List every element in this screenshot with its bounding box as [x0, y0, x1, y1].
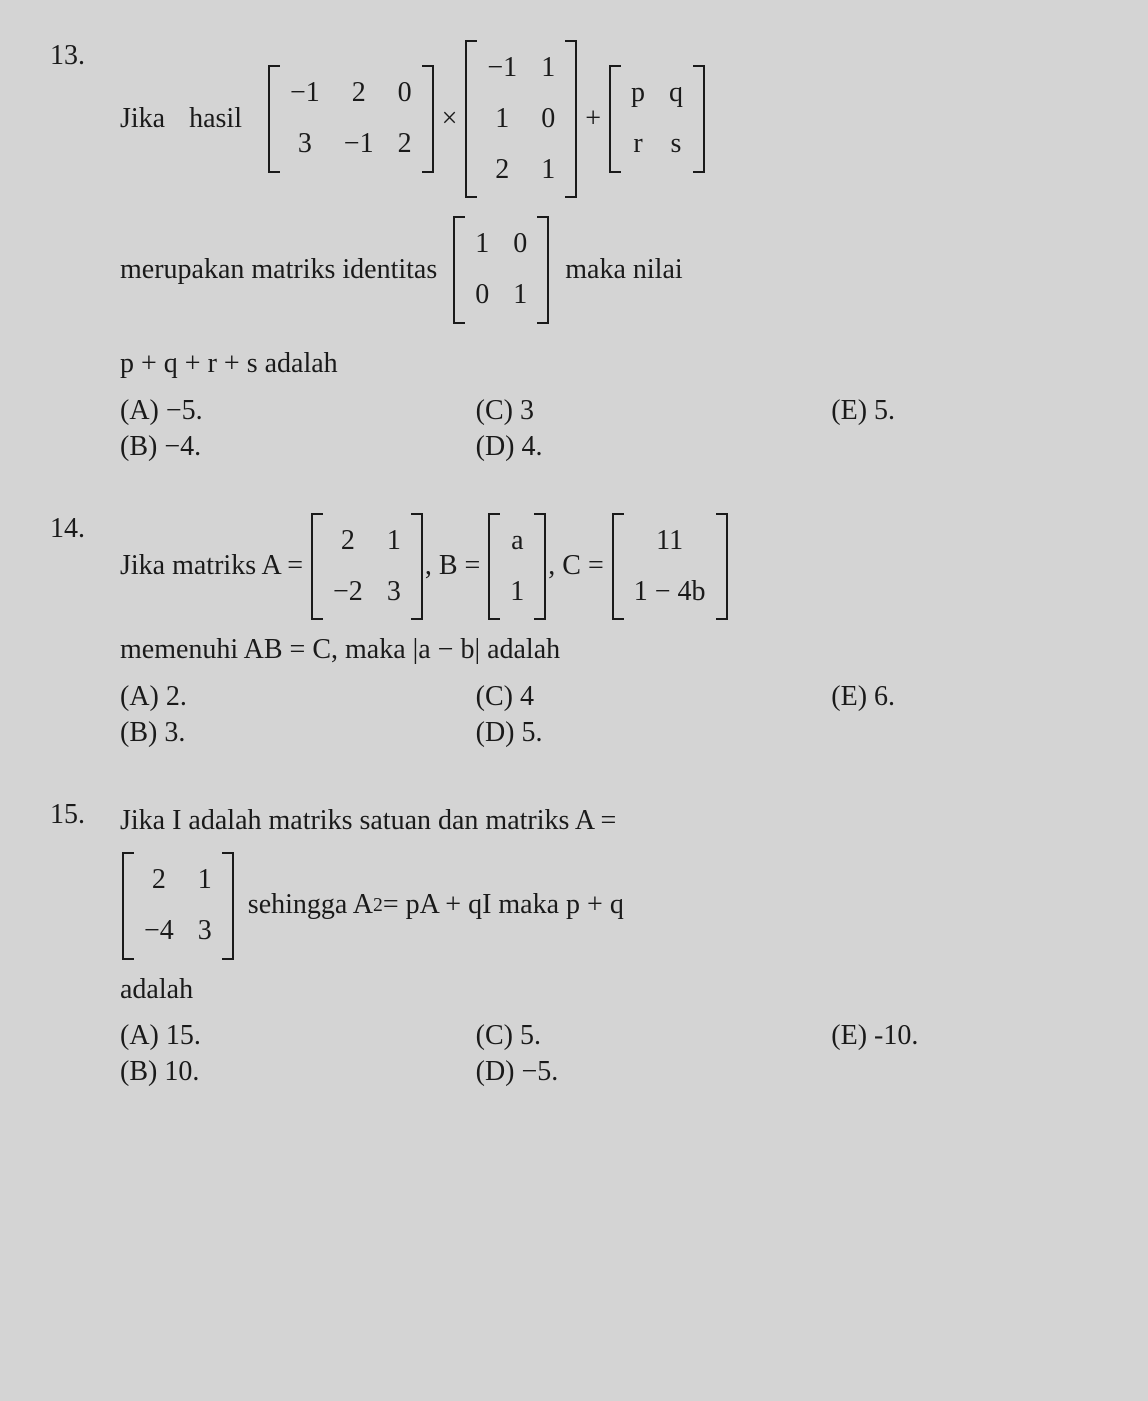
matrix-3x2: −1 1 1 0 2 1	[465, 40, 577, 198]
choice-c: (C) 4	[476, 681, 832, 713]
cell: 3	[198, 909, 212, 954]
cell: 1	[513, 273, 527, 318]
cell: 2	[398, 122, 412, 167]
choice-a: (A) 2.	[120, 681, 476, 713]
problem-line-2: 2 1 −4 3 sehingga A2 = pA + qI maka p + …	[120, 852, 624, 960]
matrix-2x2: p q r s	[609, 65, 705, 173]
matrix-c: 11 1 − 4b	[612, 513, 728, 621]
choice-b: (B) 10.	[120, 1056, 476, 1088]
matrix-2x3: −1 2 0 3 −1 2	[268, 65, 434, 173]
text: , C =	[548, 544, 603, 589]
cell: −4	[144, 909, 174, 954]
problem-14: 14. Jika matriks A = 2 1 −2 3 , B = a	[50, 513, 1098, 749]
choice-a: (A) 15.	[120, 1020, 476, 1052]
problem-body: Jika hasil −1 2 0 3 −1 2 ×	[120, 40, 1098, 463]
cell: 1	[510, 570, 524, 615]
cell: 1	[198, 858, 212, 903]
problem-15: 15. Jika I adalah matriks satuan dan mat…	[50, 799, 1098, 1088]
problem-line-2: memenuhi AB = C, maka |a − b| adalah	[120, 628, 1098, 673]
choice-a: (A) −5.	[120, 395, 476, 427]
problem-line-1: Jika hasil −1 2 0 3 −1 2 ×	[120, 40, 1098, 198]
cell: 0	[475, 273, 489, 318]
cell: 1	[387, 519, 401, 564]
problem-number: 14.	[50, 513, 120, 545]
problem-body: Jika matriks A = 2 1 −2 3 , B = a 1	[120, 513, 1098, 749]
operator-multiply: ×	[442, 97, 458, 142]
problem-line-3: adalah	[120, 968, 1098, 1013]
choice-d: (D) 4.	[476, 431, 832, 463]
choice-b: (B) −4.	[120, 431, 476, 463]
text: hasil	[189, 97, 242, 142]
cell: 2	[487, 148, 517, 193]
text: Jika	[120, 97, 165, 142]
cell: r	[631, 122, 645, 167]
text: sehingga A	[248, 883, 373, 928]
problem-number: 13.	[50, 40, 120, 72]
cell: a	[510, 519, 524, 564]
cell: 0	[541, 97, 555, 142]
operator-plus: +	[585, 97, 601, 142]
matrix-a: 2 1 −2 3	[311, 513, 423, 621]
problem-line-2: merupakan matriks identitas 1 0 0 1 maka…	[120, 216, 1098, 324]
problem-body: Jika I adalah matriks satuan dan matriks…	[120, 799, 1098, 1088]
problem-line-3: p + q + r + s adalah	[120, 342, 1098, 387]
choice-d: (D) 5.	[476, 717, 832, 749]
cell: s	[669, 122, 683, 167]
exponent: 2	[373, 890, 383, 921]
cell: 1	[487, 97, 517, 142]
cell: p	[631, 71, 645, 116]
cell: 1	[541, 148, 555, 193]
cell: 0	[398, 71, 412, 116]
choice-e: (E) 6.	[831, 681, 1098, 713]
text: = pA + qI maka p + q	[383, 883, 624, 928]
answer-choices: (A) 2. (C) 4 (E) 6. (B) 3. (D) 5.	[120, 681, 1098, 749]
problem-line-1: Jika matriks A = 2 1 −2 3 , B = a 1	[120, 513, 730, 621]
choice-c: (C) 3	[476, 395, 832, 427]
problem-number: 15.	[50, 799, 120, 831]
cell: 2	[344, 71, 374, 116]
choice-b: (B) 3.	[120, 717, 476, 749]
cell: 0	[513, 222, 527, 267]
text: maka nilai	[565, 248, 682, 293]
problem-line-1: Jika I adalah matriks satuan dan matriks…	[120, 799, 1098, 844]
cell: 1	[541, 46, 555, 91]
cell: q	[669, 71, 683, 116]
cell: 1	[475, 222, 489, 267]
choice-e: (E) 5.	[831, 395, 1098, 427]
choice-c: (C) 5.	[476, 1020, 832, 1052]
cell: 3	[387, 570, 401, 615]
problem-13: 13. Jika hasil −1 2 0 3 −1 2	[50, 40, 1098, 463]
cell: −2	[333, 570, 363, 615]
choice-e: (E) -10.	[831, 1020, 1098, 1052]
answer-choices: (A) −5. (C) 3 (E) 5. (B) −4. (D) 4.	[120, 395, 1098, 463]
choice-d: (D) −5.	[476, 1056, 832, 1088]
cell: 1 − 4b	[634, 570, 706, 615]
answer-choices: (A) 15. (C) 5. (E) -10. (B) 10. (D) −5.	[120, 1020, 1098, 1088]
cell: 11	[634, 519, 706, 564]
cell: 2	[333, 519, 363, 564]
matrix-b: a 1	[488, 513, 546, 621]
cell: 3	[290, 122, 320, 167]
cell: 2	[144, 858, 174, 903]
text: , B =	[425, 544, 480, 589]
cell: −1	[487, 46, 517, 91]
text: merupakan matriks identitas	[120, 248, 437, 293]
cell: −1	[290, 71, 320, 116]
cell: −1	[344, 122, 374, 167]
text: Jika matriks A =	[120, 544, 303, 589]
matrix-a: 2 1 −4 3	[122, 852, 234, 960]
identity-matrix: 1 0 0 1	[453, 216, 549, 324]
